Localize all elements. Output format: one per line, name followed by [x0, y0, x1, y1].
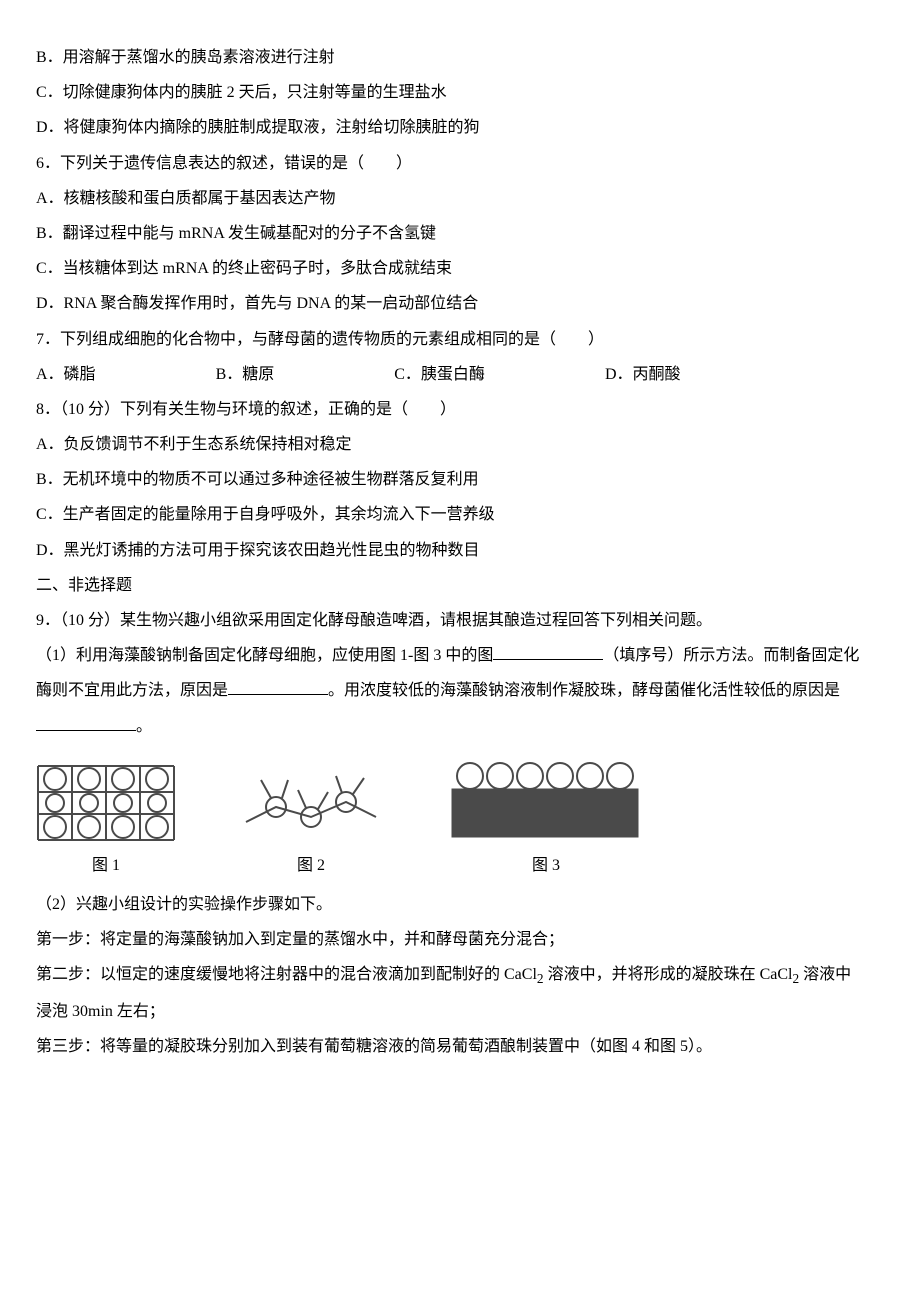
q7-option-a: A．磷脂	[36, 357, 96, 392]
q9-stem: 9．（10 分）某生物兴趣小组欲采用固定化酵母酿造啤酒，请根据其酿造过程回答下列…	[36, 603, 884, 638]
figures-row: 图 1 图 2	[36, 762, 884, 883]
q5-option-c: C．切除健康狗体内的胰脏 2 天后，只注射等量的生理盐水	[36, 75, 884, 110]
figure-2-svg	[236, 762, 386, 842]
q6-option-b: B．翻译过程中能与 mRNA 发生碱基配对的分子不含氢键	[36, 216, 884, 251]
q6-option-c: C．当核糖体到达 mRNA 的终止密码子时，多肽合成就结束	[36, 251, 884, 286]
q6-option-d: D．RNA 聚合酶发挥作用时，首先与 DNA 的某一启动部位结合	[36, 286, 884, 321]
sub-2-a: 2	[537, 972, 544, 987]
q9-p1-text-c: 酶则不宜用此方法，原因是	[36, 682, 228, 699]
blank-2	[228, 677, 328, 696]
q9-p1-text-b: （填序号）所示方法。而制备固定化	[603, 647, 859, 664]
q8-option-d: D．黑光灯诱捕的方法可用于探究该农田趋光性昆虫的物种数目	[36, 533, 884, 568]
q9-part2: （2）兴趣小组设计的实验操作步骤如下。	[36, 887, 884, 922]
q6-option-a: A．核糖核酸和蛋白质都属于基因表达产物	[36, 181, 884, 216]
figure-1-svg	[36, 764, 176, 842]
q7-stem: 7．下列组成细胞的化合物中，与酵母菌的遗传物质的元素组成相同的是（ ）	[36, 322, 884, 357]
blank-1	[493, 642, 603, 661]
figure-1-block: 图 1	[36, 764, 176, 883]
q9-p1-text-d: 。用浓度较低的海藻酸钠溶液制作凝胶珠，酵母菌催化活性较低的原因是	[328, 682, 840, 699]
q5-option-d: D．将健康狗体内摘除的胰脏制成提取液，注射给切除胰脏的狗	[36, 110, 884, 145]
section-2-heading: 二、非选择题	[36, 568, 884, 603]
q7-option-c: C．胰蛋白酶	[394, 357, 485, 392]
figure-2-block: 图 2	[236, 762, 386, 883]
q9-p1-text-a: （1）利用海藻酸钠制备固定化酵母细胞，应使用图 1-图 3 中的图	[36, 647, 493, 664]
q9-step2-b: 溶液中，并将形成的凝胶珠在 CaCl	[544, 966, 793, 983]
q7-options: A．磷脂 B．糖原 C．胰蛋白酶 D．丙酮酸	[36, 357, 884, 392]
q9-step1: 第一步：将定量的海藻酸钠加入到定量的蒸馏水中，并和酵母菌充分混合；	[36, 922, 884, 957]
q9-step2-line1: 第二步：以恒定的速度缓慢地将注射器中的混合液滴加到配制好的 CaCl2 溶液中，…	[36, 957, 884, 994]
q6-stem: 6．下列关于遗传信息表达的叙述，错误的是（ ）	[36, 146, 884, 181]
figure-3-block: 图 3	[446, 762, 646, 883]
q8-stem: 8．（10 分）下列有关生物与环境的叙述，正确的是（ ）	[36, 392, 884, 427]
figure-3-label: 图 3	[532, 848, 560, 883]
q5-option-b: B．用溶解于蒸馏水的胰岛素溶液进行注射	[36, 40, 884, 75]
q7-option-b: B．糖原	[216, 357, 275, 392]
figure-3-svg	[446, 762, 646, 842]
q7-option-d: D．丙酮酸	[605, 357, 681, 392]
q8-option-c: C．生产者固定的能量除用于自身呼吸外，其余均流入下一营养级	[36, 497, 884, 532]
figure-2-label: 图 2	[297, 848, 325, 883]
q9-p1-text-e: 。	[136, 718, 152, 735]
q9-step2-c: 溶液中	[799, 966, 851, 983]
q9-part1-line3: 。	[36, 709, 884, 744]
figure-1-label: 图 1	[92, 848, 120, 883]
q9-step3: 第三步：将等量的凝胶珠分别加入到装有葡萄糖溶液的简易葡萄酒酿制装置中（如图 4 …	[36, 1029, 884, 1064]
q9-step2-a: 第二步：以恒定的速度缓慢地将注射器中的混合液滴加到配制好的 CaCl	[36, 966, 537, 983]
q9-part1-line1: （1）利用海藻酸钠制备固定化酵母细胞，应使用图 1-图 3 中的图 （填序号）所示…	[36, 638, 884, 673]
q9-step2-line2: 浸泡 30min 左右；	[36, 994, 884, 1029]
blank-3	[36, 712, 136, 731]
q8-option-b: B．无机环境中的物质不可以通过多种途径被生物群落反复利用	[36, 462, 884, 497]
q9-part1-line2: 酶则不宜用此方法，原因是 。用浓度较低的海藻酸钠溶液制作凝胶珠，酵母菌催化活性较低…	[36, 673, 884, 708]
q8-option-a: A．负反馈调节不利于生态系统保持相对稳定	[36, 427, 884, 462]
